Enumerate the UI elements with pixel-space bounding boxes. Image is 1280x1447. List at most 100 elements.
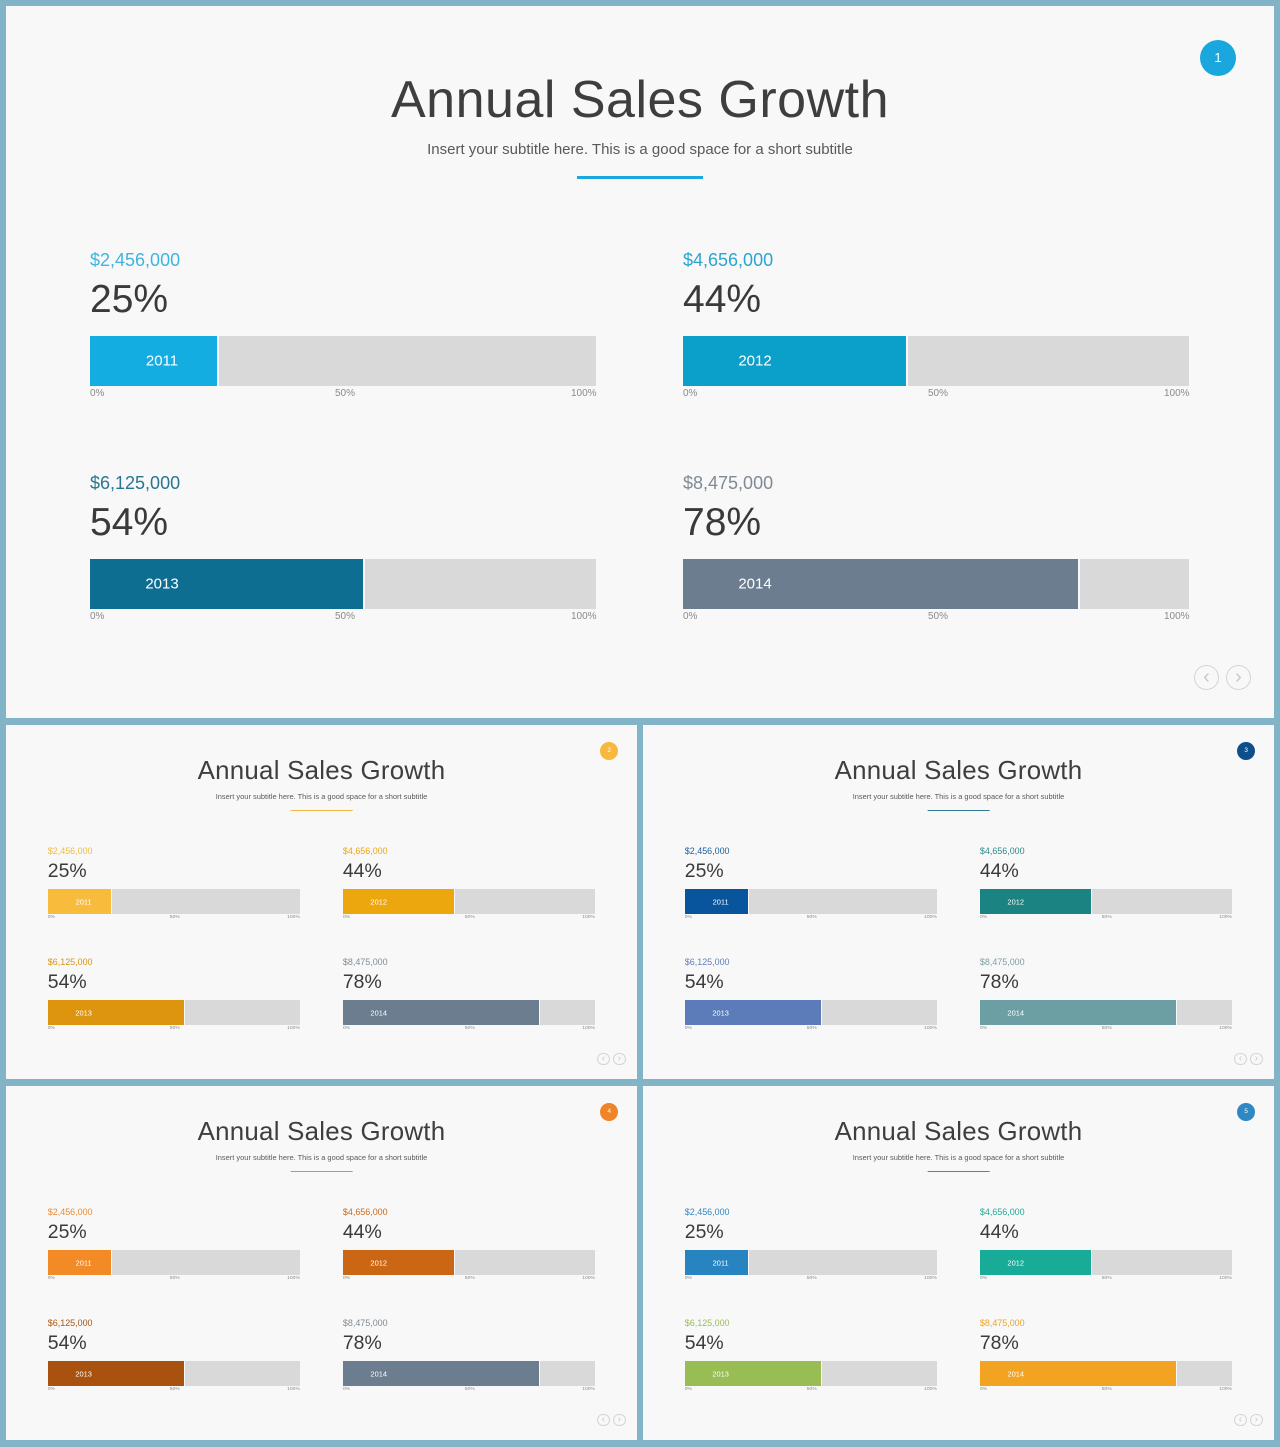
axis-tick-50: 50% <box>169 1276 180 1282</box>
metric-block-2011: $2,456,000 25% 2011 0% 50% 100% <box>684 1207 938 1282</box>
sales-amount: $8,475,000 <box>342 1318 388 1329</box>
axis-tick-100: 100% <box>582 915 595 921</box>
axis-tick-0: 0% <box>342 1026 351 1032</box>
progress-fill: 2014 <box>342 1361 540 1387</box>
progress-fill: 2011 <box>90 336 217 386</box>
growth-percent: 25% <box>47 1221 87 1244</box>
next-arrow-icon[interactable]: › <box>1226 665 1251 690</box>
metric-block-2011: $2,456,000 25% 2011 0% 50% 100% <box>684 846 938 921</box>
progress-separator <box>1090 1250 1092 1276</box>
progress-fill: 2013 <box>684 1361 821 1387</box>
growth-percent: 78% <box>683 501 762 544</box>
progress-separator <box>110 889 112 915</box>
axis-tick-100: 100% <box>1164 611 1190 622</box>
slide-title: Annual Sales Growth <box>834 756 1083 785</box>
metric-block-2012: $4,656,000 44% 2012 0% 50% 100% <box>979 1207 1233 1282</box>
progress-separator <box>1176 1361 1178 1387</box>
axis-tick-0: 0% <box>342 1276 351 1282</box>
previous-arrow-icon[interactable]: ‹ <box>1234 1413 1247 1427</box>
slide-title: Annual Sales Growth <box>197 756 446 785</box>
progress-separator <box>453 889 455 915</box>
previous-arrow-icon[interactable]: ‹ <box>597 1052 610 1066</box>
axis-tick-50: 50% <box>464 1387 475 1393</box>
growth-percent: 44% <box>979 1221 1019 1244</box>
slide-4: Annual Sales Growth Insert your subtitle … <box>6 1086 637 1440</box>
axis-tick-100: 100% <box>924 1387 937 1393</box>
bar-year-label: 2014 <box>738 575 772 593</box>
axis-tick-0: 0% <box>979 1387 988 1393</box>
axis-tick-0: 0% <box>979 1276 988 1282</box>
growth-percent: 44% <box>683 278 762 321</box>
bar-year-label: 2012 <box>1007 1258 1025 1268</box>
sales-amount: $2,456,000 <box>684 1207 730 1218</box>
previous-arrow-icon[interactable]: ‹ <box>1194 665 1219 690</box>
bar-year-label: 2012 <box>738 352 772 370</box>
bar-year-label: 2012 <box>370 897 388 907</box>
axis-tick-50: 50% <box>169 1026 180 1032</box>
next-arrow-icon[interactable]: › <box>1250 1413 1263 1427</box>
axis-tick-100: 100% <box>924 1276 937 1282</box>
axis-tick-100: 100% <box>1219 1276 1232 1282</box>
progress-track: 2013 <box>684 1361 937 1387</box>
axis-tick-0: 0% <box>683 388 698 399</box>
title-underline <box>290 1170 353 1173</box>
metric-block-2012: $4,656,000 44% 2012 0% 50% 100% <box>342 846 596 921</box>
metric-block-2014: $8,475,000 78% 2014 0% 50% 100% <box>683 473 1191 623</box>
bar-year-label: 2014 <box>1007 1008 1025 1018</box>
sales-amount: $8,475,000 <box>979 957 1025 968</box>
metric-block-2012: $4,656,000 44% 2012 0% 50% 100% <box>979 846 1233 921</box>
progress-track: 2014 <box>979 1361 1232 1387</box>
bar-year-label: 2013 <box>75 1369 92 1379</box>
axis-tick-50: 50% <box>464 1276 475 1282</box>
progress-separator <box>820 1000 822 1026</box>
growth-percent: 25% <box>684 1221 724 1244</box>
progress-separator <box>183 1361 185 1387</box>
next-arrow-icon[interactable]: › <box>1250 1052 1263 1066</box>
sales-amount: $8,475,000 <box>342 957 388 968</box>
next-arrow-icon[interactable]: › <box>613 1052 626 1066</box>
growth-percent: 54% <box>47 971 87 994</box>
sales-amount: $6,125,000 <box>47 1318 93 1329</box>
sales-amount: $6,125,000 <box>47 957 93 968</box>
progress-separator <box>363 559 366 609</box>
growth-percent: 54% <box>90 501 169 544</box>
metric-block-2011: $2,456,000 25% 2011 0% 50% 100% <box>90 250 598 400</box>
axis-tick-0: 0% <box>47 1276 55 1282</box>
progress-fill: 2013 <box>90 559 364 609</box>
slide-subtitle: Insert your subtitle here. This is a goo… <box>852 1153 1065 1163</box>
sales-amount: $6,125,000 <box>90 473 181 493</box>
sales-amount: $6,125,000 <box>684 957 730 968</box>
sales-amount: $4,656,000 <box>979 846 1025 857</box>
previous-arrow-icon[interactable]: ‹ <box>597 1413 610 1427</box>
progress-track: 2011 <box>47 889 300 915</box>
bar-year-label: 2014 <box>370 1369 388 1379</box>
page-number-badge: 2 <box>600 741 619 760</box>
axis-tick-0: 0% <box>979 1026 988 1032</box>
progress-track: 2012 <box>979 889 1232 915</box>
progress-fill: 2011 <box>684 889 748 915</box>
page-number-badge: 5 <box>1237 1102 1256 1121</box>
sales-amount: $2,456,000 <box>684 846 730 857</box>
next-arrow-icon[interactable]: › <box>613 1413 626 1427</box>
progress-track: 2012 <box>683 336 1189 386</box>
axis-tick-100: 100% <box>924 1026 937 1032</box>
axis-tick-100: 100% <box>1219 915 1232 921</box>
metric-block-2013: $6,125,000 54% 2013 0% 50% 100% <box>684 1318 938 1393</box>
growth-percent: 78% <box>342 1332 382 1355</box>
progress-separator <box>747 889 749 915</box>
growth-percent: 25% <box>47 860 87 883</box>
progress-track: 2012 <box>342 889 595 915</box>
bar-year-label: 2014 <box>370 1008 388 1018</box>
metric-block-2011: $2,456,000 25% 2011 0% 50% 100% <box>47 846 301 921</box>
metric-block-2014: $8,475,000 78% 2014 0% 50% 100% <box>979 1318 1233 1393</box>
bar-year-label: 2012 <box>1007 897 1025 907</box>
axis-tick-0: 0% <box>683 611 698 622</box>
previous-arrow-icon[interactable]: ‹ <box>1234 1052 1247 1066</box>
progress-separator <box>1077 559 1080 609</box>
progress-track: 2013 <box>90 559 596 609</box>
progress-track: 2014 <box>342 1361 595 1387</box>
axis-tick-100: 100% <box>287 1387 300 1393</box>
axis-tick-50: 50% <box>806 915 817 921</box>
bar-year-label: 2013 <box>75 1008 92 1018</box>
axis-tick-50: 50% <box>928 611 949 622</box>
